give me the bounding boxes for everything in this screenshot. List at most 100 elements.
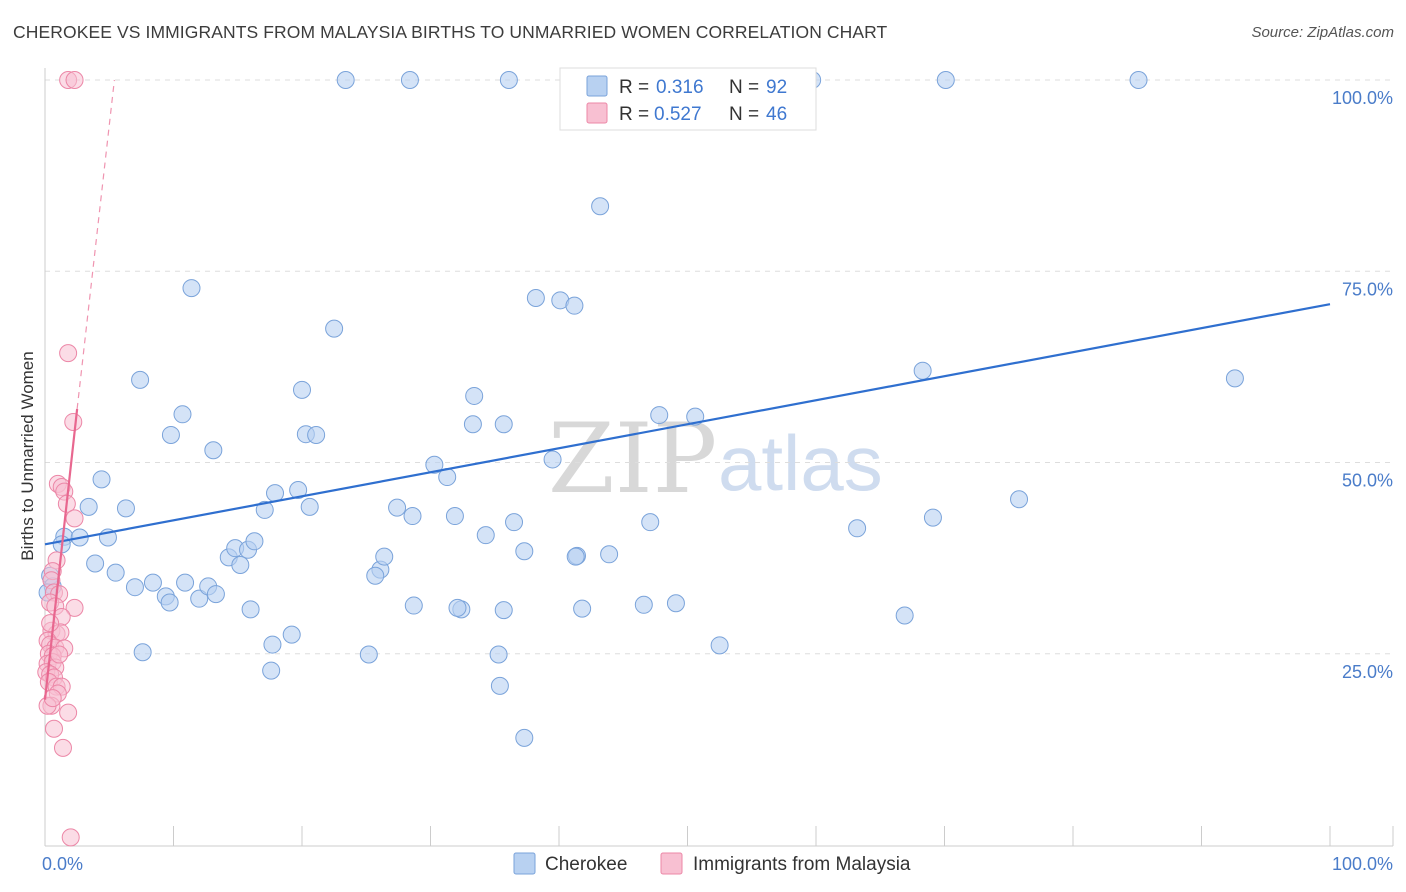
cherokee-point [79,497,98,516]
legend-r-label-cherokee: R = [619,77,649,98]
y-tick-label: 25.0% [1342,662,1393,682]
cherokee-point [325,319,344,338]
cherokee-point [245,532,264,551]
cherokee-point [1129,71,1148,89]
cherokee-point [573,599,592,618]
cherokee-point [176,573,195,592]
bottom-legend-swatch-malaysia [660,852,683,875]
cherokee-point [133,643,152,662]
cherokee-point [634,595,653,614]
cherokee-point [116,499,135,518]
cherokee-point [923,508,942,527]
malaysia-trend-extension [76,79,115,410]
cherokee-point [263,635,282,654]
bottom-legend-label-malaysia: Immigrants from Malaysia [693,854,911,875]
malaysia-point [44,719,63,738]
cherokee-point [476,526,495,545]
cherokee-point [182,279,201,298]
x-tick-label: 100.0% [1332,854,1393,874]
series-legend: Cherokee Immigrants from Malaysia [513,852,911,875]
cherokee-point [526,289,545,308]
cherokee-point [403,507,422,526]
y-tick-label: 100.0% [1332,88,1393,108]
cherokee-point [161,425,180,444]
cherokee-point [289,481,308,500]
cherokee-point [494,415,513,434]
cherokee-point [359,645,378,664]
malaysia-trend-line [43,408,79,700]
cherokee-point [515,728,534,747]
cherokee-point [241,600,260,619]
legend-swatch-cherokee [586,75,608,97]
cherokee-point [1225,369,1244,388]
legend-r-label-malaysia: R = [619,104,649,125]
cherokee-point [366,566,385,585]
cherokee-point [499,71,518,89]
cherokee-point [375,547,394,566]
cherokee-point [463,415,482,434]
cherokee-point [445,507,464,526]
cherokee-point [206,585,225,604]
legend-swatch-malaysia [586,102,608,124]
legend-n-value-malaysia: 46 [766,104,787,125]
cherokee-point [936,71,955,89]
cherokee-point [565,296,584,315]
cherokee-point [686,407,705,426]
stats-legend: R = 0.316 N = 92 R = 0.527 N = 46 [559,67,817,131]
cherokee-point [307,425,326,444]
cherokee-trend-line [44,303,1331,546]
bottom-legend-swatch-cherokee [513,852,536,875]
cherokee-point [404,596,423,615]
legend-r-value-cherokee: 0.316 [656,77,704,98]
cherokee-point [489,645,508,664]
cherokee-point [494,601,513,620]
legend-n-label-malaysia: N = [729,104,759,125]
malaysia-point [65,71,84,89]
cherokee-point [86,554,105,573]
cherokee-point [425,455,444,474]
malaysia-point [65,509,84,528]
cherokee-point [282,625,301,644]
cherokee-point [465,386,484,405]
cherokee-point [266,484,285,503]
y-tick-label: 75.0% [1342,279,1393,299]
cherokee-point [92,470,111,489]
cherokee-point [231,556,250,575]
axes [44,68,1394,847]
chart-title: CHEROKEE VS IMMIGRANTS FROM MALAYSIA BIR… [13,22,888,42]
cherokee-point [650,406,669,425]
cherokee-points [38,71,1244,747]
cherokee-point [106,563,125,582]
cherokee-point [262,661,281,680]
cherokee-point [336,71,355,89]
tick-labels: 25.0% 50.0% 75.0% 100.0% 0.0% 100.0% [42,88,1393,874]
cherokee-point [505,513,524,532]
cherokee-point [300,497,319,516]
malaysia-point [41,614,60,633]
cherokee-point [400,71,419,89]
cherokee-point [600,545,619,564]
malaysia-point [59,344,78,363]
malaysia-point [59,703,78,722]
bottom-legend-label-cherokee: Cherokee [545,854,627,875]
cherokee-point [143,573,162,592]
malaysia-point [50,645,69,664]
cherokee-point [1010,490,1029,509]
cherokee-point [895,606,914,625]
cherokee-point [125,578,144,597]
cherokee-point [515,542,534,561]
cherokee-point [591,197,610,216]
trend-lines [43,79,1331,700]
cherokee-point [173,405,192,424]
cherokee-point [566,547,585,566]
cherokee-point [204,441,223,460]
malaysia-point [53,738,72,757]
cherokee-point [160,593,179,612]
cherokee-point [255,500,274,519]
cherokee-point [190,589,209,608]
y-tick-label: 50.0% [1342,471,1393,491]
legend-r-value-malaysia: 0.527 [654,104,702,125]
cherokee-point [293,380,311,399]
cherokee-point [448,598,467,617]
